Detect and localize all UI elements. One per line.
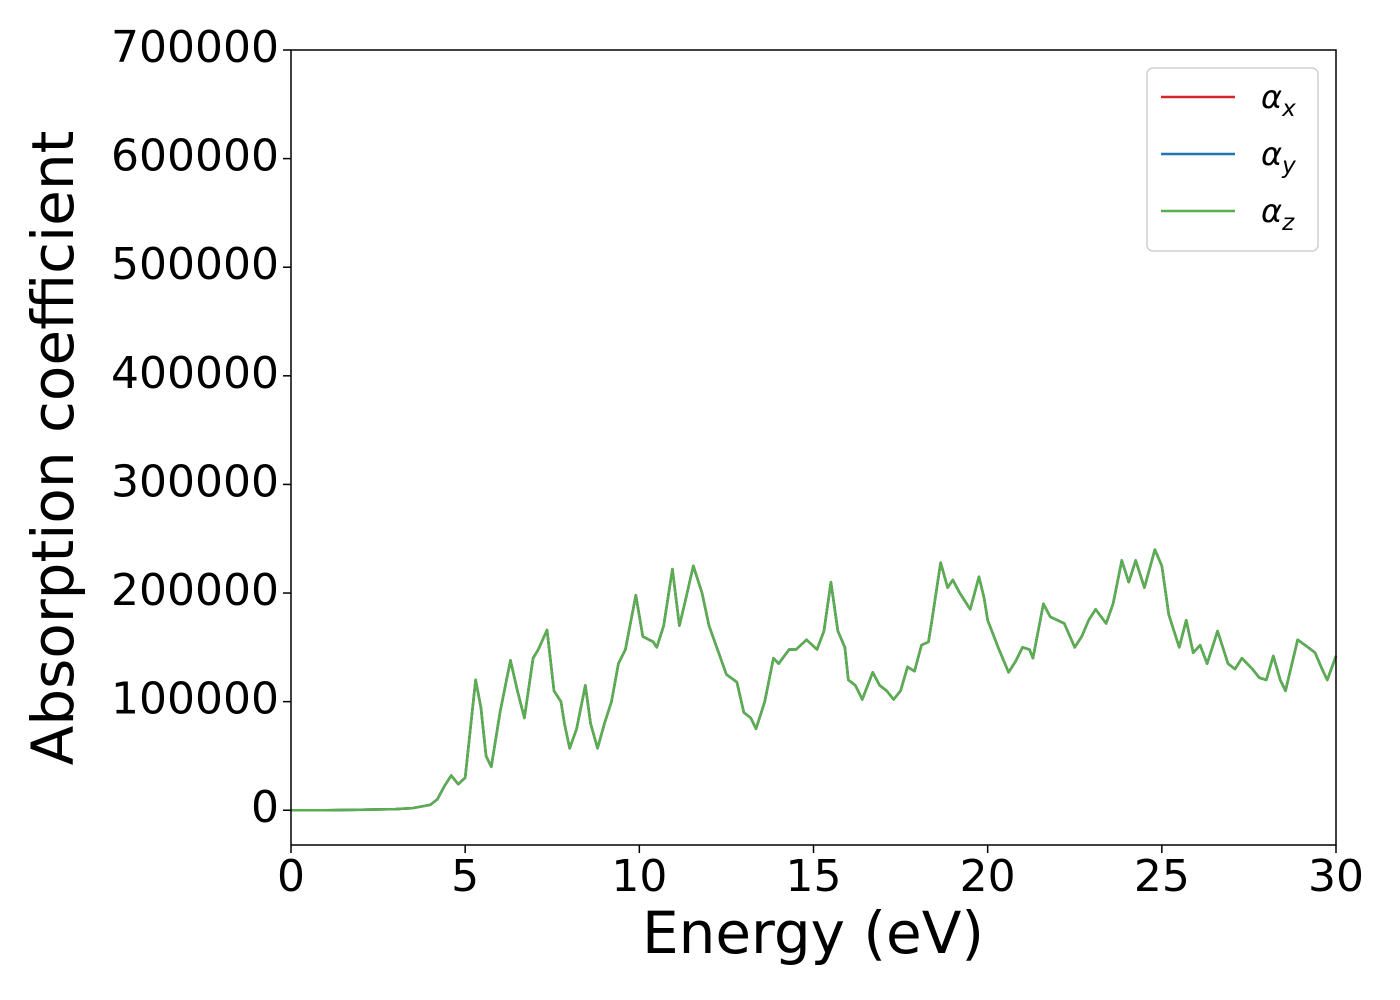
y-tick-label: 400000 <box>111 348 279 399</box>
plot-frame <box>290 49 1337 846</box>
x-tick-label: 25 <box>1134 851 1190 902</box>
y-tick-label: 600000 <box>111 131 279 182</box>
x-tick-label: 30 <box>1308 851 1364 902</box>
legend-box <box>1146 67 1319 252</box>
legend-label: αy <box>1261 135 1296 179</box>
series-line <box>291 548 1338 812</box>
x-tick-label: 5 <box>451 851 479 902</box>
legend-label: αz <box>1261 192 1295 236</box>
y-tick-label: 700000 <box>111 22 279 73</box>
x-tick-label: 20 <box>960 851 1016 902</box>
x-tick-label: 0 <box>277 851 305 902</box>
x-tick-label: 15 <box>786 851 842 902</box>
y-tick-label: 500000 <box>111 239 279 290</box>
x-tick-label: 10 <box>611 851 667 902</box>
y-tick-label: 0 <box>251 782 279 833</box>
series-line <box>291 548 1338 812</box>
y-axis-label: Absorption coefficient <box>19 131 87 766</box>
y-tick-label: 300000 <box>111 456 279 507</box>
y-tick-label: 200000 <box>111 565 279 616</box>
legend-label: αx <box>1261 78 1296 122</box>
y-tick-label: 100000 <box>111 674 279 725</box>
x-axis-label: Energy (eV) <box>642 899 984 967</box>
series-line <box>291 548 1338 812</box>
